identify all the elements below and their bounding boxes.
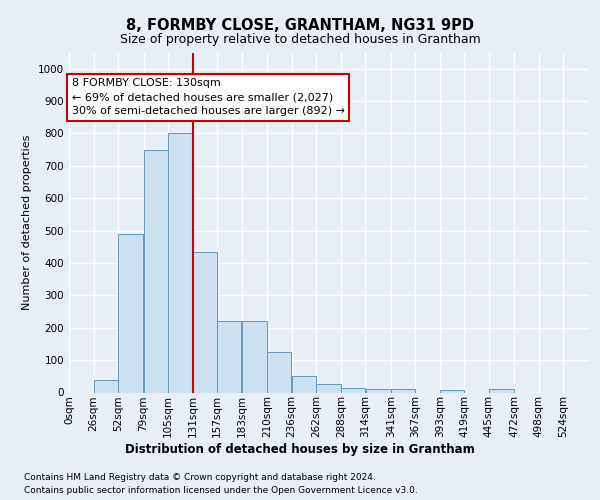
Bar [242, 322, 267, 392]
Text: Contains public sector information licensed under the Open Government Licence v3: Contains public sector information licen… [24, 486, 418, 495]
Y-axis label: Number of detached properties: Number of detached properties [22, 135, 32, 310]
Bar [365, 390, 391, 392]
Bar [193, 252, 217, 392]
Text: Distribution of detached houses by size in Grantham: Distribution of detached houses by size … [125, 442, 475, 456]
Text: 8 FORMBY CLOSE: 130sqm
← 69% of detached houses are smaller (2,027)
30% of semi-: 8 FORMBY CLOSE: 130sqm ← 69% of detached… [72, 78, 345, 116]
Bar [118, 234, 143, 392]
Text: Size of property relative to detached houses in Grantham: Size of property relative to detached ho… [119, 32, 481, 46]
Bar [391, 390, 415, 392]
Bar [217, 322, 241, 392]
Bar [341, 388, 365, 392]
Bar [94, 380, 118, 392]
Bar [440, 390, 464, 392]
Bar [489, 390, 514, 392]
Text: 8, FORMBY CLOSE, GRANTHAM, NG31 9PD: 8, FORMBY CLOSE, GRANTHAM, NG31 9PD [126, 18, 474, 32]
Bar [169, 134, 193, 392]
Text: Contains HM Land Registry data © Crown copyright and database right 2024.: Contains HM Land Registry data © Crown c… [24, 472, 376, 482]
Bar [144, 150, 168, 392]
Bar [268, 352, 292, 393]
Bar [316, 384, 341, 392]
Bar [292, 376, 316, 392]
